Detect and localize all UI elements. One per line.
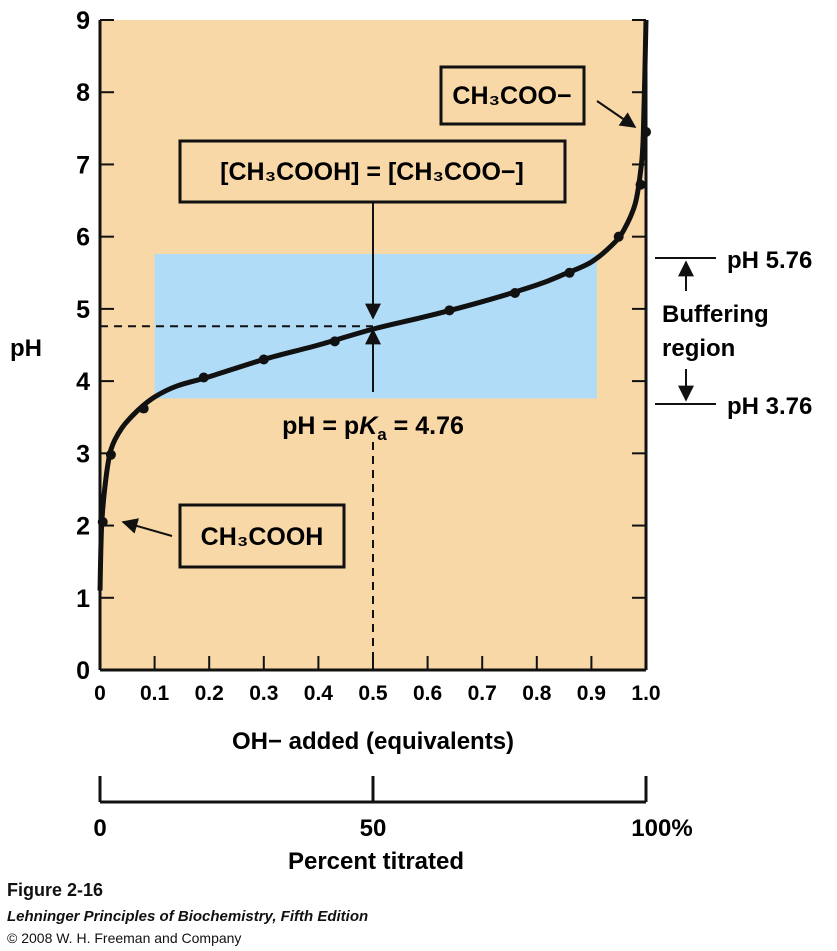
y-tick-label: 3 — [76, 440, 90, 468]
data-point — [635, 179, 646, 190]
percent-axis — [98, 776, 648, 804]
percent-tick-label: 100% — [631, 815, 692, 842]
buffer-label-line2: region — [662, 335, 735, 362]
y-axis-label: pH — [10, 335, 42, 362]
data-point — [138, 403, 149, 414]
percent-tick-labels: 0 50 100% — [93, 815, 692, 842]
equality-label: [CH₃COOH] = [CH₃COO−] — [220, 158, 524, 186]
x-tick-label: 0.1 — [140, 682, 170, 705]
data-point — [258, 354, 269, 365]
figure-book: Lehninger Principles of Biochemistry, Fi… — [7, 908, 369, 925]
buffer-lower-label: pH 3.76 — [727, 393, 812, 420]
data-points — [97, 126, 651, 527]
percent-tick-label: 0 — [93, 815, 106, 842]
acid-label-box: CH₃COOH — [178, 503, 346, 569]
x-tick-label: 0.4 — [304, 682, 334, 705]
data-point — [564, 267, 575, 278]
y-tick-label: 4 — [76, 368, 90, 396]
percent-tick-label: 50 — [360, 815, 387, 842]
titration-chart: 0 0.1 0.2 0.3 0.4 0.5 0.6 0.7 0.8 0.9 1.0 0 1 2 3 4 5 6 7… — [10, 7, 812, 875]
figure-title: Figure 2-16 — [7, 880, 104, 900]
acid-label: CH₃COOH — [201, 523, 324, 551]
x-tick-label: 1.0 — [631, 682, 660, 705]
x-tick-label: 0.8 — [522, 682, 552, 705]
x-tick-label: 0.3 — [249, 682, 278, 705]
pka-label: pH = pKa = 4.76 — [282, 412, 464, 444]
y-tick-label: 9 — [76, 7, 90, 35]
data-point — [613, 231, 624, 242]
x-axis-label: OH− added (equivalents) — [232, 728, 514, 755]
base-label-box: CH₃COO− — [439, 65, 586, 126]
x-axis-ticks: 0 0.1 0.2 0.3 0.4 0.5 0.6 0.7 0.8 0.9 1.0 — [94, 656, 661, 705]
x-tick-label: 0.9 — [577, 682, 606, 705]
base-arrow — [596, 100, 637, 128]
y-tick-label: 2 — [76, 513, 90, 541]
figure-copyright: © 2008 W. H. Freeman and Company — [7, 930, 242, 946]
x-tick-label: 0.5 — [358, 682, 388, 705]
y-tick-label: 0 — [76, 657, 90, 685]
base-label: CH₃COO− — [452, 82, 571, 110]
x-tick-label: 0.7 — [468, 682, 497, 705]
percent-axis-label: Percent titrated — [288, 848, 464, 875]
data-point — [105, 449, 116, 460]
y-tick-label: 5 — [76, 296, 90, 324]
acid-arrow — [121, 518, 173, 537]
data-point — [509, 288, 520, 298]
data-point — [329, 336, 340, 347]
equality-label-box: [CH₃COOH] = [CH₃COO−] — [178, 139, 567, 204]
buffer-label-line1: Buffering — [662, 301, 769, 328]
buffer-bracket — [655, 257, 716, 405]
buffer-upper-label: pH 5.76 — [727, 247, 812, 274]
x-tick-label: 0.2 — [195, 682, 224, 705]
y-tick-label: 6 — [76, 224, 90, 252]
x-tick-label: 0 — [94, 682, 106, 705]
x-tick-label: 0.6 — [413, 682, 442, 705]
data-point — [444, 305, 455, 316]
y-tick-label: 7 — [76, 151, 90, 179]
y-tick-label: 1 — [76, 585, 90, 613]
data-point — [198, 372, 209, 383]
y-tick-label: 8 — [76, 79, 90, 107]
y-axis-ticks: 0 1 2 3 4 5 6 7 8 9 — [76, 7, 646, 685]
